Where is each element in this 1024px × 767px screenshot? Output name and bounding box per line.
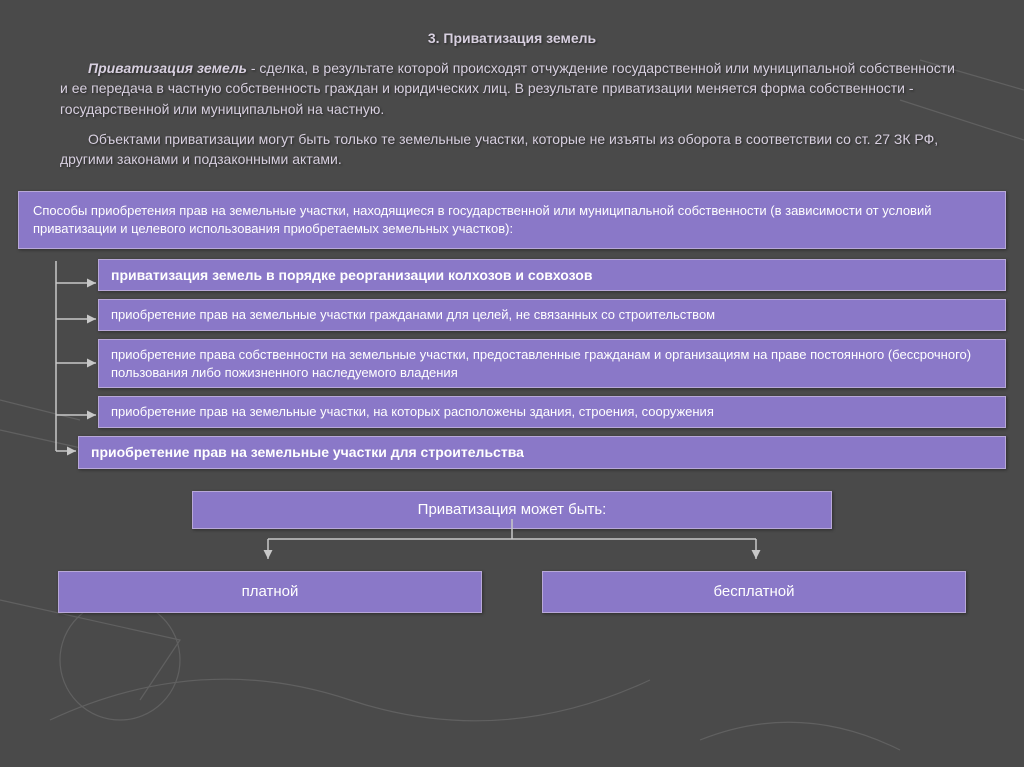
diagram-pair-0: платной (58, 571, 482, 613)
diagram-pair-1: бесплатной (542, 571, 966, 613)
diagram-item-1: приобретение прав на земельные участки г… (98, 299, 1006, 331)
paragraph-2: Объектами приватизации могут быть только… (0, 129, 1024, 180)
diagram-center-box: Приватизация может быть: (192, 491, 832, 529)
diagram-item-0: приватизация земель в порядке реорганиза… (98, 259, 1006, 292)
diagram-container: Способы приобретения прав на земельные у… (18, 191, 1006, 613)
paragraph-1-lead: Приватизация земель (88, 60, 247, 76)
diagram-item-4: приобретение прав на земельные участки д… (78, 436, 1006, 469)
page-title: 3. Приватизация земель (0, 0, 1024, 58)
diagram-pair-row: платной бесплатной (58, 571, 966, 613)
diagram-item-3: приобретение прав на земельные участки, … (98, 396, 1006, 428)
diagram-item-2: приобретение права собственности на земе… (98, 339, 1006, 388)
diagram-header-box: Способы приобретения прав на земельные у… (18, 191, 1006, 248)
paragraph-1: Приватизация земель - сделка, в результа… (0, 58, 1024, 129)
